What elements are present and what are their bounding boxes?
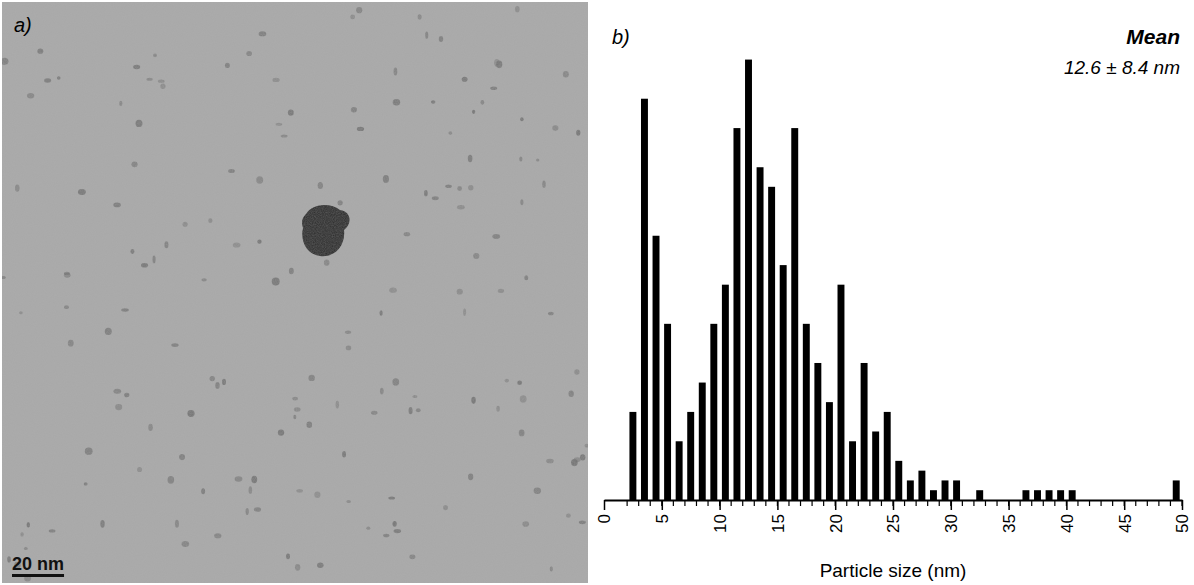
- bar: [745, 60, 752, 500]
- x-tick-label: 50: [1173, 514, 1192, 533]
- x-tick: 50: [1173, 500, 1192, 533]
- x-tick-mark: [1182, 500, 1184, 510]
- bar: [1046, 490, 1053, 500]
- tem-image-panel: a) 20 nm: [0, 2, 589, 583]
- annotation-title: Mean: [1126, 25, 1180, 48]
- bar: [918, 471, 925, 500]
- x-tick-label: 40: [1058, 514, 1077, 533]
- x-tick: 15: [769, 500, 788, 533]
- bar: [1069, 490, 1076, 500]
- image-background: [2, 2, 588, 583]
- x-tick-mark: [1124, 500, 1126, 510]
- x-tick-label: 35: [1000, 514, 1019, 533]
- annotation: 12.6 ± 8.4 nm: [1064, 57, 1180, 78]
- bar: [814, 363, 821, 500]
- x-tick-mark: [662, 500, 664, 510]
- bar: [1034, 490, 1041, 500]
- x-tick-label: 0: [595, 514, 614, 523]
- x-tick: 20: [827, 500, 846, 533]
- image-grain: [2, 2, 588, 583]
- bar: [710, 324, 717, 500]
- bar: [884, 412, 891, 500]
- bar: [641, 99, 648, 500]
- bar: [653, 236, 660, 500]
- panel-label: b): [612, 26, 630, 48]
- scale-bar-label: 20 nm: [12, 554, 64, 574]
- bar: [733, 128, 740, 500]
- histogram-panel: 0 5 10 15 20 25 30 35 40 45 50 Particle size (nm) b)…: [595, 25, 1192, 581]
- x-tick-mark: [777, 500, 779, 510]
- panel-label: a): [14, 14, 32, 36]
- bar: [757, 167, 764, 500]
- x-tick-mark: [893, 500, 895, 510]
- bar: [699, 383, 706, 500]
- bar: [838, 285, 845, 500]
- bar: [930, 490, 937, 500]
- bars: [629, 60, 1179, 500]
- bar: [687, 412, 694, 500]
- x-tick: 45: [1116, 500, 1135, 533]
- x-tick-label: 45: [1116, 514, 1135, 533]
- x-tick-label: 25: [884, 514, 903, 533]
- x-tick-mark: [1008, 500, 1010, 510]
- x-tick: 35: [1000, 500, 1019, 533]
- bar: [826, 402, 833, 500]
- bar: [872, 431, 879, 500]
- bar: [780, 265, 787, 500]
- x-tick: 30: [942, 500, 961, 533]
- bar: [1057, 490, 1064, 500]
- x-tick-mark: [719, 500, 721, 510]
- x-tick: 25: [884, 500, 903, 533]
- x-tick-label: 30: [942, 514, 961, 533]
- bar: [953, 480, 960, 500]
- figure: a) 20 nm 0 5 10 15 20 25 30 35 40 45 50 Particle size…: [0, 0, 1194, 585]
- bar: [664, 324, 671, 500]
- x-tick-mark: [835, 500, 837, 510]
- x-tick-label: 5: [653, 514, 672, 523]
- bar: [1022, 490, 1029, 500]
- x-tick: 10: [711, 500, 730, 533]
- x-tick-label: 15: [769, 514, 788, 533]
- bar: [1173, 480, 1180, 500]
- bar: [722, 285, 729, 500]
- bar: [907, 480, 914, 500]
- bar: [861, 363, 868, 500]
- bar: [849, 441, 856, 500]
- x-axis: 0 5 10 15 20 25 30 35 40 45 50: [595, 500, 1192, 533]
- bar: [803, 324, 810, 500]
- bar: [976, 490, 983, 500]
- x-axis-title: Particle size (nm): [820, 560, 967, 581]
- x-tick: 0: [595, 500, 614, 523]
- bar: [768, 187, 775, 500]
- bar: [895, 461, 902, 500]
- x-tick-mark: [1066, 500, 1068, 510]
- bar: [629, 412, 636, 500]
- x-tick: 5: [653, 500, 672, 523]
- bar: [676, 441, 683, 500]
- x-tick: 40: [1058, 500, 1077, 533]
- x-tick-mark: [951, 500, 953, 510]
- x-tick-mark: [604, 500, 606, 510]
- bar: [942, 480, 949, 500]
- scale-bar: [12, 574, 64, 577]
- x-tick-label: 20: [827, 514, 846, 533]
- x-tick-label: 10: [711, 514, 730, 533]
- bar: [791, 128, 798, 500]
